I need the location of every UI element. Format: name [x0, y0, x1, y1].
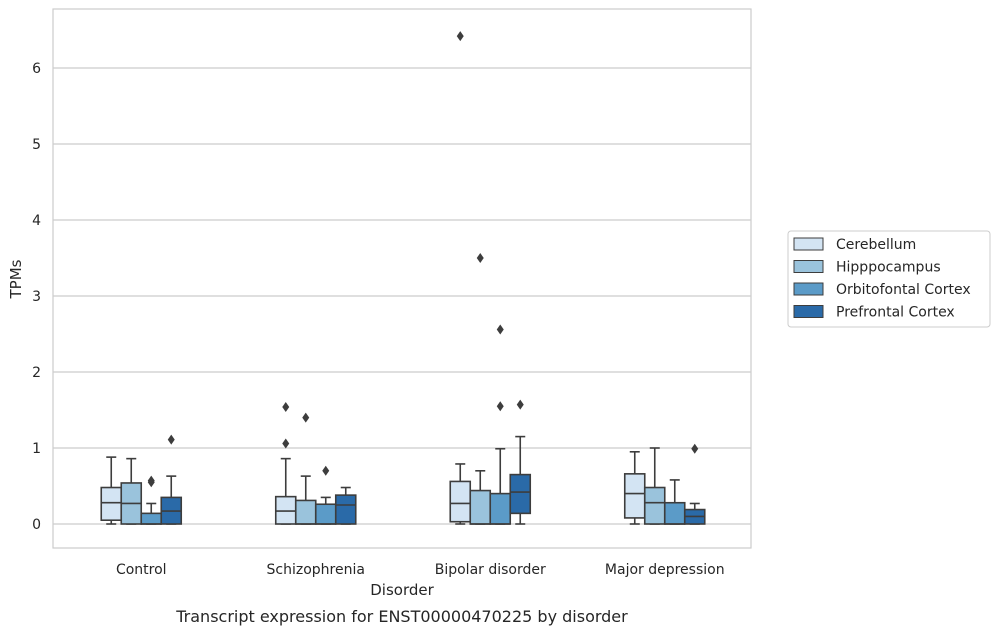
outlier-point	[147, 475, 155, 486]
box-iqr	[314, 503, 337, 525]
box-iqr	[623, 473, 646, 519]
outlier-point	[282, 401, 290, 412]
box-cerebellum	[449, 31, 472, 525]
y-tick-label: 6	[32, 61, 41, 77]
box-orbitofontal-cortex	[140, 475, 163, 525]
plot-frame	[52, 8, 752, 549]
box-prefrontal-cortex	[509, 399, 532, 525]
y-tick-label: 2	[32, 365, 41, 381]
box-hipppocampus	[294, 412, 317, 525]
box-plots	[100, 31, 706, 525]
x-tick-label: Major depression	[605, 562, 725, 578]
legend-label: Prefrontal Cortex	[836, 305, 955, 321]
y-tick-label: 4	[32, 213, 41, 229]
legend-label: Cerebellum	[836, 237, 916, 253]
box-iqr	[663, 501, 686, 525]
box-iqr	[294, 499, 317, 525]
legend-swatch	[793, 237, 824, 251]
y-axis-label: TPMs	[7, 259, 25, 299]
chart-caption: Transcript expression for ENST0000047022…	[175, 607, 628, 626]
box-hipppocampus	[643, 447, 666, 525]
box-hipppocampus	[469, 253, 492, 525]
outlier-point	[167, 434, 175, 445]
x-axis: Control Schizophrenia Bipolar disorder Majo…	[116, 562, 725, 578]
box-iqr	[140, 512, 163, 525]
outlier-point	[496, 324, 504, 335]
box-iqr	[334, 494, 357, 525]
legend-label: Orbitofontal Cortex	[836, 282, 971, 298]
outlier-point	[476, 253, 484, 263]
y-tick-label: 1	[32, 441, 41, 457]
box-iqr	[509, 473, 532, 515]
x-tick-label: Schizophrenia	[267, 562, 365, 578]
box-cerebellum	[100, 456, 123, 525]
box-hipppocampus	[120, 457, 143, 525]
outlier-point	[516, 399, 524, 410]
box-cerebellum	[623, 450, 646, 525]
box-prefrontal-cortex	[160, 434, 183, 525]
outlier-point	[322, 465, 330, 476]
box-iqr	[100, 486, 123, 521]
box-orbitofontal-cortex	[663, 479, 686, 525]
outlier-point	[282, 438, 290, 449]
y-tick-label: 5	[32, 137, 41, 153]
box-iqr	[643, 486, 666, 525]
y-axis: 0 1 2 3 4 5 6	[32, 61, 41, 533]
x-tick-label: Bipolar disorder	[435, 562, 546, 578]
x-axis-label: Disorder	[370, 581, 434, 599]
y-tick-label: 0	[32, 517, 41, 533]
legend: Cerebellum Hipppocampus Orbitofontal Corte…	[787, 230, 991, 328]
outlier-point	[691, 443, 699, 454]
box-prefrontal-cortex	[334, 486, 357, 525]
box-prefrontal-cortex	[683, 443, 706, 525]
outlier-point	[456, 31, 464, 42]
box-cerebellum	[274, 401, 297, 525]
box-iqr	[489, 492, 512, 525]
legend-swatch	[793, 260, 824, 273]
box-iqr	[449, 480, 472, 523]
outlier-point	[302, 412, 310, 423]
box-orbitofontal-cortex	[314, 465, 337, 525]
x-tick-label: Control	[116, 562, 167, 578]
box-orbitofontal-cortex	[489, 324, 512, 525]
grid	[53, 67, 751, 525]
legend-swatch	[793, 282, 824, 296]
box-iqr	[469, 489, 492, 525]
legend-frame	[787, 230, 991, 328]
outlier-point	[496, 401, 504, 412]
legend-label: Hipppocampus	[836, 260, 941, 276]
y-tick-label: 3	[32, 289, 41, 305]
legend-swatch	[793, 305, 824, 318]
